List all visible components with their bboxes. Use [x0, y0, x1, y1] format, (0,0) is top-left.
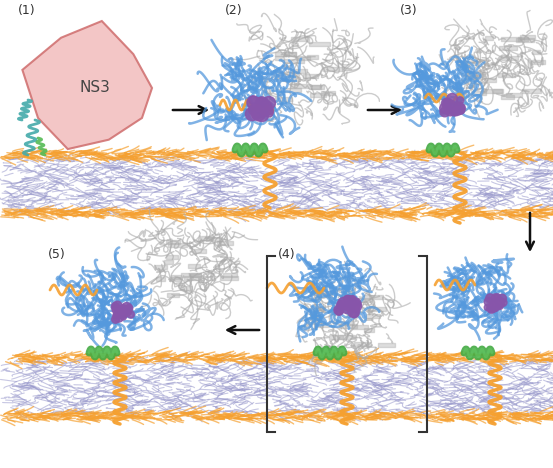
Circle shape [497, 303, 503, 309]
Circle shape [444, 100, 456, 111]
Circle shape [118, 305, 128, 315]
Circle shape [456, 102, 462, 109]
Circle shape [263, 105, 273, 115]
Circle shape [251, 105, 258, 113]
Circle shape [113, 312, 119, 318]
Circle shape [348, 306, 359, 317]
Circle shape [253, 104, 263, 114]
Circle shape [349, 296, 356, 302]
Circle shape [492, 294, 499, 301]
Circle shape [337, 301, 345, 309]
Text: NS3: NS3 [80, 80, 111, 95]
Circle shape [246, 107, 259, 121]
Circle shape [494, 301, 502, 309]
Circle shape [494, 294, 500, 300]
Circle shape [338, 297, 349, 309]
Circle shape [247, 96, 260, 109]
Circle shape [484, 297, 493, 306]
Circle shape [486, 294, 494, 303]
Circle shape [335, 307, 343, 315]
Circle shape [345, 296, 353, 304]
Circle shape [451, 105, 462, 116]
Circle shape [334, 305, 343, 315]
Circle shape [352, 303, 359, 311]
Circle shape [341, 301, 348, 308]
Circle shape [492, 305, 498, 311]
Circle shape [444, 101, 450, 108]
Circle shape [114, 307, 123, 316]
Text: (5): (5) [48, 248, 66, 261]
Circle shape [440, 103, 451, 114]
Circle shape [248, 105, 259, 115]
Circle shape [490, 302, 500, 312]
Circle shape [445, 106, 455, 116]
Circle shape [339, 300, 347, 308]
Circle shape [350, 298, 361, 309]
Circle shape [494, 298, 500, 305]
Circle shape [116, 306, 128, 318]
Circle shape [440, 107, 450, 117]
Circle shape [488, 302, 498, 312]
Circle shape [484, 304, 491, 311]
Circle shape [255, 97, 268, 110]
Circle shape [263, 96, 275, 110]
Circle shape [458, 104, 465, 110]
Circle shape [119, 310, 128, 318]
Circle shape [112, 305, 121, 314]
Circle shape [487, 304, 494, 311]
Circle shape [497, 299, 505, 307]
Circle shape [345, 304, 351, 311]
Circle shape [499, 299, 507, 307]
Circle shape [125, 305, 133, 312]
Circle shape [492, 300, 499, 308]
Circle shape [111, 302, 119, 310]
Circle shape [450, 106, 460, 116]
Circle shape [343, 295, 351, 303]
Circle shape [487, 304, 496, 313]
Circle shape [112, 315, 119, 323]
Circle shape [256, 97, 264, 105]
Circle shape [114, 307, 124, 318]
Circle shape [120, 314, 127, 320]
Circle shape [122, 303, 132, 313]
Circle shape [346, 296, 357, 307]
Circle shape [256, 107, 268, 118]
Circle shape [443, 102, 451, 110]
Circle shape [453, 102, 465, 115]
Circle shape [342, 304, 351, 314]
Circle shape [124, 309, 131, 316]
Circle shape [113, 301, 122, 310]
Circle shape [447, 94, 457, 104]
Circle shape [457, 97, 464, 104]
Circle shape [264, 108, 273, 117]
Circle shape [125, 306, 131, 312]
Circle shape [458, 108, 464, 114]
Circle shape [259, 100, 272, 112]
Text: (2): (2) [225, 4, 243, 17]
Circle shape [255, 108, 269, 122]
Circle shape [350, 299, 359, 308]
Circle shape [498, 294, 507, 303]
Circle shape [455, 106, 463, 114]
Circle shape [443, 99, 452, 108]
Circle shape [113, 311, 124, 322]
Text: (1): (1) [18, 4, 35, 17]
Polygon shape [22, 21, 152, 149]
Circle shape [252, 107, 260, 115]
Text: (4): (4) [278, 248, 296, 261]
Circle shape [350, 300, 362, 312]
Circle shape [441, 98, 451, 108]
Circle shape [252, 110, 261, 119]
Circle shape [127, 311, 134, 318]
Circle shape [258, 101, 267, 110]
Circle shape [121, 305, 131, 315]
Circle shape [495, 297, 503, 305]
Circle shape [458, 106, 465, 112]
Circle shape [252, 108, 265, 121]
Circle shape [350, 309, 359, 318]
Circle shape [249, 96, 257, 104]
Text: (3): (3) [400, 4, 418, 17]
